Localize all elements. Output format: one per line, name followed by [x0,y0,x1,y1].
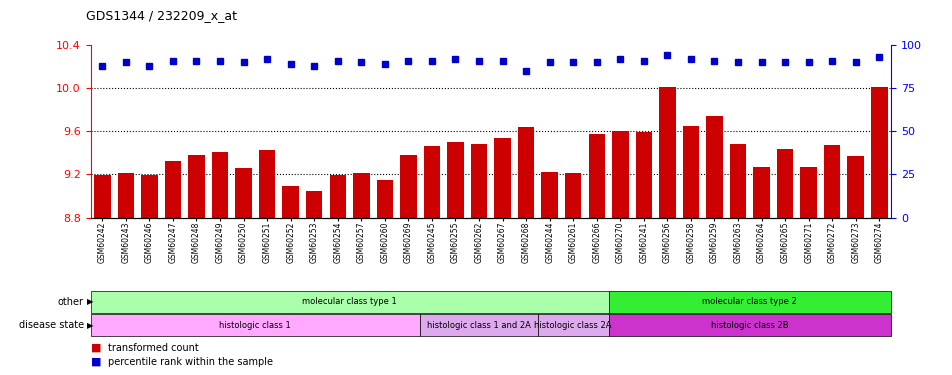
Text: molecular class type 1: molecular class type 1 [302,297,396,306]
Bar [235,168,251,217]
Bar [729,144,745,218]
Bar [117,173,134,217]
Bar [306,190,322,217]
Text: ■: ■ [90,343,101,353]
Bar [188,155,205,218]
Bar [565,173,581,217]
Bar [494,138,510,218]
Text: histologic class 2A: histologic class 2A [534,321,611,330]
Bar [376,180,392,218]
Text: percentile rank within the sample: percentile rank within the sample [108,357,272,367]
Bar [141,176,157,217]
Bar [329,176,346,217]
Text: histologic class 2B: histologic class 2B [710,321,787,330]
Bar [211,152,228,217]
Text: histologic class 1 and 2A: histologic class 1 and 2A [426,321,530,330]
Bar [752,167,769,218]
Bar [682,126,699,218]
Text: ■: ■ [90,357,101,367]
Bar [588,135,605,218]
Bar [470,144,486,218]
Text: GDS1344 / 232209_x_at: GDS1344 / 232209_x_at [86,9,236,22]
Bar [259,150,275,217]
Text: ▶: ▶ [87,321,93,330]
Text: disease state: disease state [19,320,84,330]
Text: ▶: ▶ [87,297,93,306]
Bar [705,116,722,218]
Bar [541,172,557,217]
Bar [424,146,440,218]
Text: transformed count: transformed count [108,343,198,353]
Bar [517,127,534,218]
Bar [659,87,675,218]
Bar [846,156,863,218]
Bar [776,148,792,217]
Bar [165,162,181,218]
Bar [800,167,816,218]
Bar [400,155,416,218]
Bar [352,173,369,217]
Bar [282,186,299,218]
Bar [611,131,628,218]
Bar [94,176,110,217]
Text: other: other [58,297,84,307]
Bar [870,87,886,218]
Bar [823,145,840,218]
Text: histologic class 1: histologic class 1 [219,321,291,330]
Bar [635,132,651,218]
Text: molecular class type 2: molecular class type 2 [702,297,796,306]
Bar [446,142,464,218]
